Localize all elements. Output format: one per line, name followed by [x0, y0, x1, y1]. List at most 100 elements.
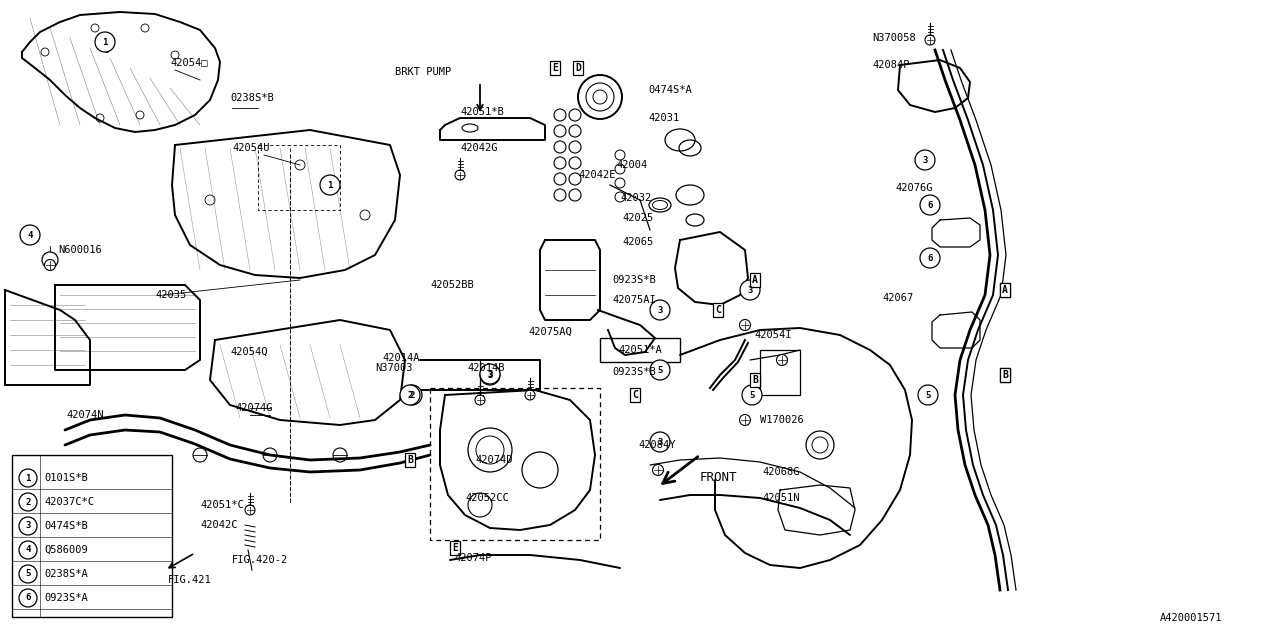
- Text: 42052BB: 42052BB: [430, 280, 474, 290]
- Text: 42042E: 42042E: [579, 170, 616, 180]
- Circle shape: [19, 565, 37, 583]
- Text: 0923S*B: 0923S*B: [612, 275, 655, 285]
- Text: N370058: N370058: [872, 33, 915, 43]
- Text: 42075AQ: 42075AQ: [529, 327, 572, 337]
- Circle shape: [920, 195, 940, 215]
- Circle shape: [742, 385, 762, 405]
- Circle shape: [401, 385, 420, 405]
- Text: 0474S*A: 0474S*A: [648, 85, 691, 95]
- Text: 42065: 42065: [622, 237, 653, 247]
- Text: 5: 5: [26, 570, 31, 579]
- Text: 3: 3: [26, 522, 31, 531]
- Text: 42074G: 42074G: [236, 403, 273, 413]
- Text: 6: 6: [927, 253, 933, 262]
- Text: 42014A: 42014A: [381, 353, 420, 363]
- Text: 2: 2: [26, 497, 31, 506]
- Circle shape: [920, 248, 940, 268]
- Circle shape: [454, 170, 465, 180]
- Text: N600016: N600016: [58, 245, 101, 255]
- Text: 42054Q: 42054Q: [230, 347, 268, 357]
- Text: 42054□: 42054□: [170, 57, 207, 67]
- Text: 3: 3: [658, 305, 663, 314]
- Circle shape: [650, 432, 669, 452]
- Text: 0238S*B: 0238S*B: [230, 93, 274, 103]
- Text: 42035: 42035: [155, 290, 187, 300]
- Text: 5: 5: [658, 365, 663, 374]
- Text: 42075AI: 42075AI: [612, 295, 655, 305]
- Text: 42037C*C: 42037C*C: [44, 497, 93, 507]
- Text: 42051*C: 42051*C: [200, 500, 243, 510]
- Circle shape: [650, 360, 669, 380]
- Text: FRONT: FRONT: [700, 470, 737, 483]
- Text: 42042C: 42042C: [200, 520, 238, 530]
- Circle shape: [925, 35, 934, 45]
- Text: W170026: W170026: [760, 415, 804, 425]
- Text: 1: 1: [328, 180, 333, 189]
- Circle shape: [475, 395, 485, 405]
- Text: 42076G: 42076G: [895, 183, 933, 193]
- Circle shape: [19, 541, 37, 559]
- Text: 0474S*B: 0474S*B: [44, 521, 88, 531]
- Text: 42084P: 42084P: [872, 60, 910, 70]
- Text: 3: 3: [488, 371, 493, 380]
- Text: 0101S*B: 0101S*B: [44, 473, 88, 483]
- Circle shape: [650, 300, 669, 320]
- Text: 42068G: 42068G: [762, 467, 800, 477]
- Bar: [600, 338, 680, 362]
- Text: D: D: [575, 63, 581, 73]
- Text: 3: 3: [923, 156, 928, 164]
- Text: 6: 6: [26, 593, 31, 602]
- Text: Q586009: Q586009: [44, 545, 88, 555]
- Text: 42074D: 42074D: [475, 455, 512, 465]
- Text: E: E: [552, 63, 558, 73]
- Text: C: C: [632, 390, 637, 400]
- Text: A: A: [753, 275, 758, 285]
- Text: B: B: [753, 375, 758, 385]
- Text: 42014B: 42014B: [467, 363, 504, 373]
- Text: 42051N: 42051N: [762, 493, 800, 503]
- Text: C: C: [716, 305, 721, 315]
- Text: 2: 2: [407, 390, 412, 399]
- Circle shape: [19, 493, 37, 511]
- Circle shape: [42, 252, 58, 268]
- Circle shape: [740, 280, 760, 300]
- Text: 42051*B: 42051*B: [460, 107, 504, 117]
- Text: 3: 3: [658, 438, 663, 447]
- Text: 42051*A: 42051*A: [618, 345, 662, 355]
- Text: B: B: [1002, 370, 1007, 380]
- Circle shape: [402, 385, 422, 405]
- Text: 42074N: 42074N: [67, 410, 104, 420]
- Text: A: A: [1002, 285, 1007, 295]
- Circle shape: [19, 589, 37, 607]
- Circle shape: [653, 465, 663, 476]
- Circle shape: [45, 259, 55, 271]
- Circle shape: [19, 517, 37, 535]
- Text: N37003: N37003: [375, 363, 412, 373]
- Text: A: A: [1002, 285, 1007, 295]
- Circle shape: [740, 319, 750, 330]
- Text: 42054I: 42054I: [754, 330, 791, 340]
- Circle shape: [525, 390, 535, 400]
- Circle shape: [480, 364, 500, 384]
- Text: 4: 4: [27, 230, 33, 239]
- Text: 42025: 42025: [622, 213, 653, 223]
- Circle shape: [579, 75, 622, 119]
- Text: 42004: 42004: [616, 160, 648, 170]
- Text: 42042G: 42042G: [460, 143, 498, 153]
- Circle shape: [20, 225, 40, 245]
- Text: 0923S*A: 0923S*A: [44, 593, 88, 603]
- Bar: [12, 455, 172, 617]
- Text: 42052CC: 42052CC: [465, 493, 508, 503]
- Text: 1: 1: [102, 38, 108, 47]
- Circle shape: [320, 175, 340, 195]
- Text: 1: 1: [26, 474, 31, 483]
- Text: FIG.421: FIG.421: [168, 575, 211, 585]
- Circle shape: [244, 505, 255, 515]
- Text: 42084Y: 42084Y: [637, 440, 676, 450]
- Text: B: B: [1002, 370, 1007, 380]
- Circle shape: [918, 385, 938, 405]
- Circle shape: [740, 415, 750, 426]
- Text: 6: 6: [927, 200, 933, 209]
- Circle shape: [915, 150, 934, 170]
- Text: 0923S*B: 0923S*B: [612, 367, 655, 377]
